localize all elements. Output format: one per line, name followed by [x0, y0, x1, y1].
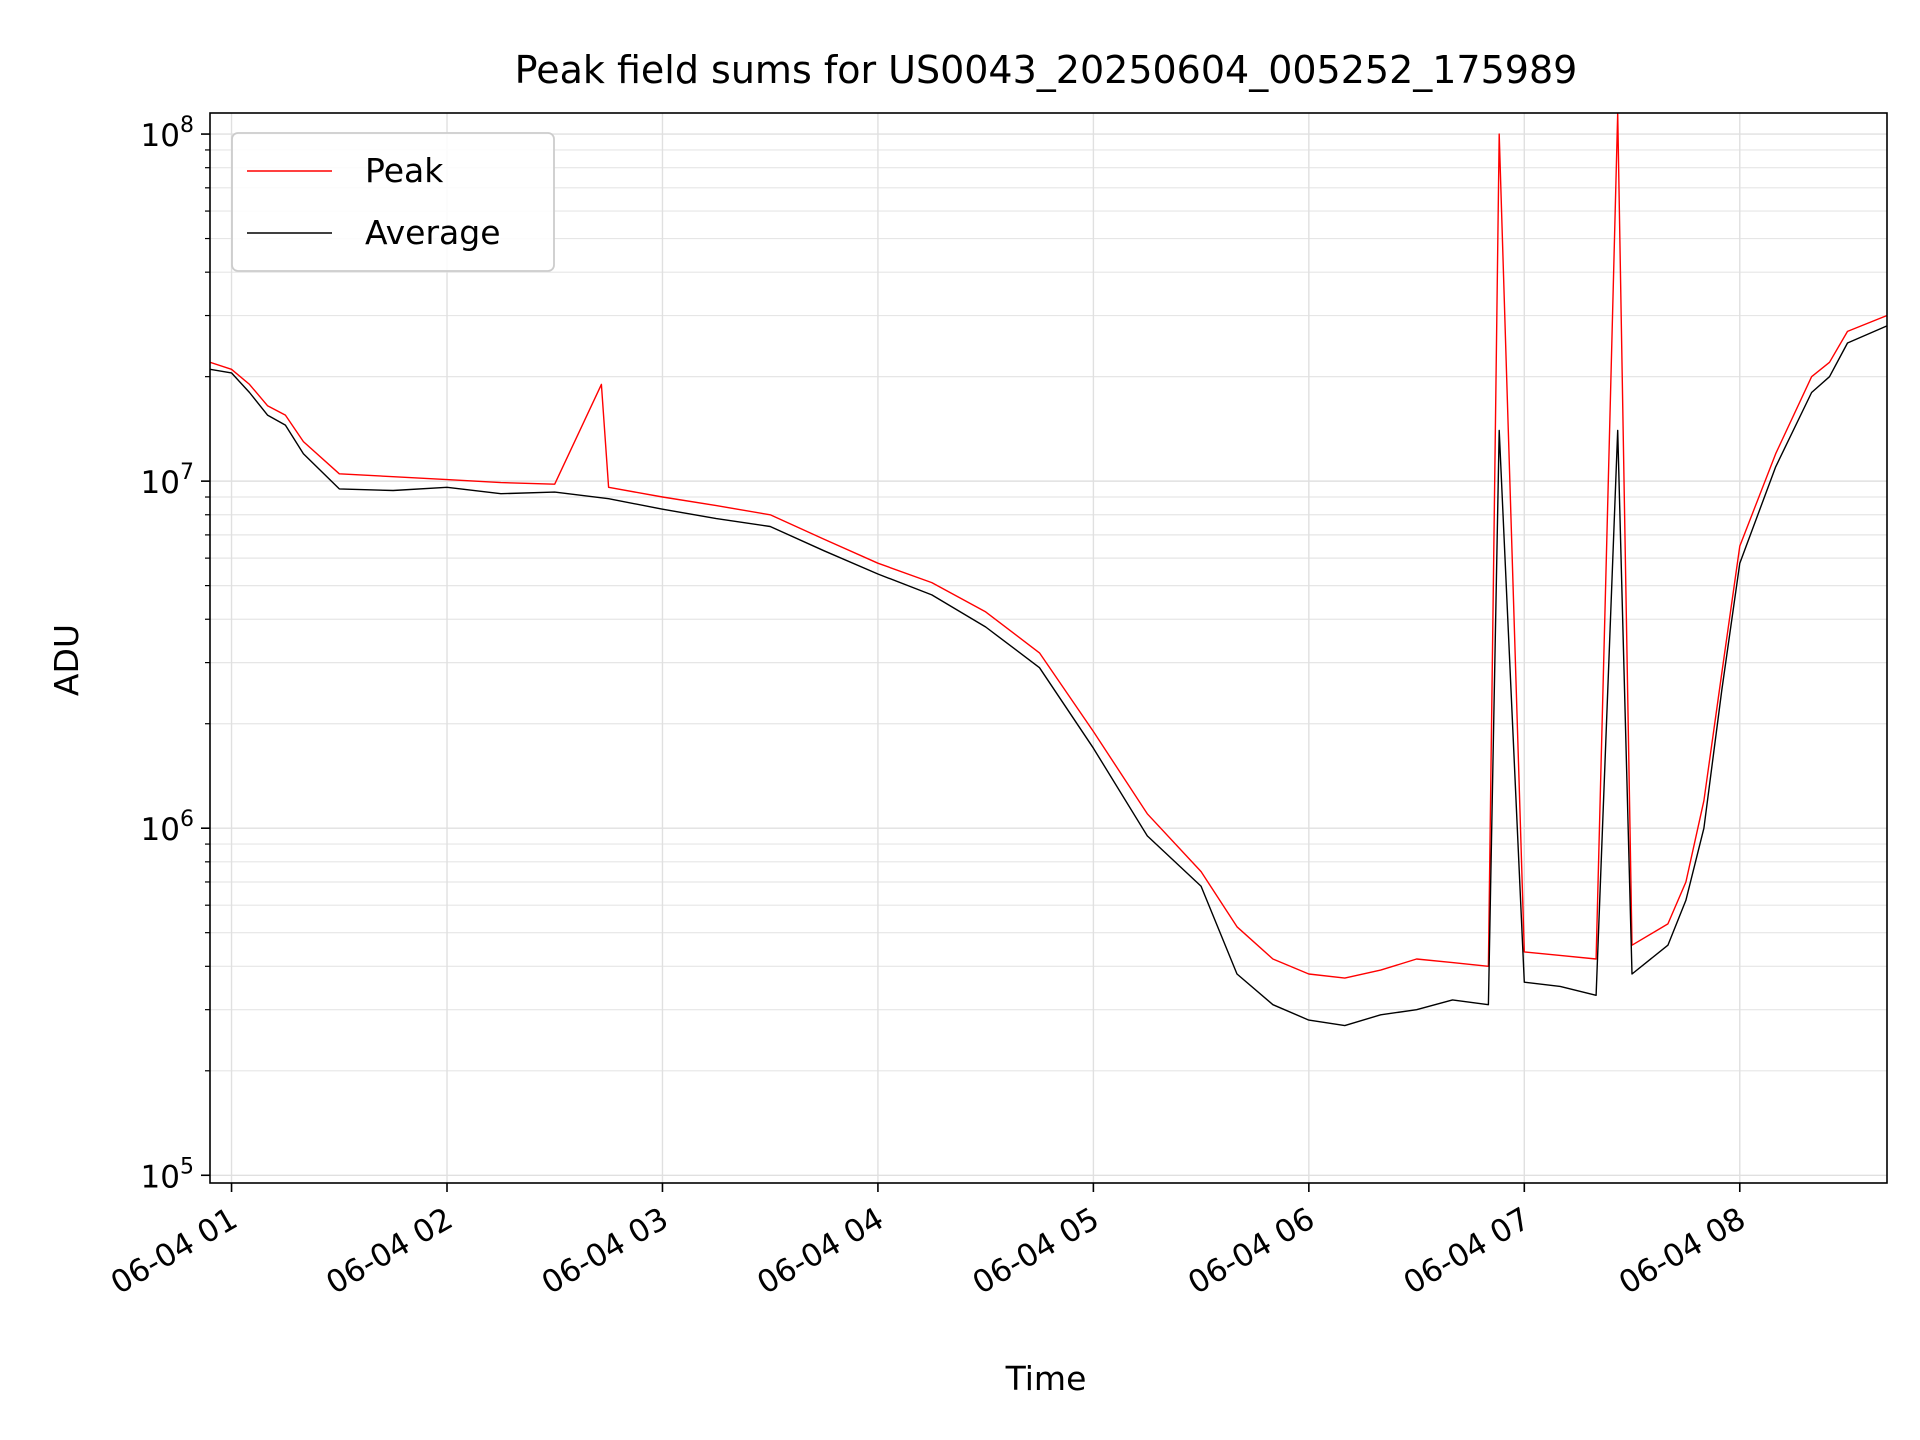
legend: Peak Average: [231, 132, 555, 272]
grid: [210, 113, 1887, 1183]
legend-box: [231, 132, 555, 272]
x-axis-label: Time: [1005, 1359, 1087, 1398]
y-axis-ticks: 105 106 107 108: [141, 113, 210, 1195]
series-area: [210, 113, 1887, 1027]
series-line-peak: [210, 113, 1887, 979]
y-tick-label: 105: [141, 1154, 194, 1195]
y-tick-label: 107: [141, 460, 194, 501]
legend-label-peak: Peak: [365, 151, 444, 190]
y-tick-label: 106: [141, 807, 194, 848]
y-axis-label: ADU: [47, 624, 86, 696]
series-line-average: [210, 325, 1887, 1027]
plot-frame: [209, 112, 1888, 1184]
legend-label-average: Average: [365, 213, 501, 252]
chart-title: Peak field sums for US0043_20250604_0052…: [515, 48, 1578, 92]
y-tick-label: 108: [141, 113, 194, 154]
